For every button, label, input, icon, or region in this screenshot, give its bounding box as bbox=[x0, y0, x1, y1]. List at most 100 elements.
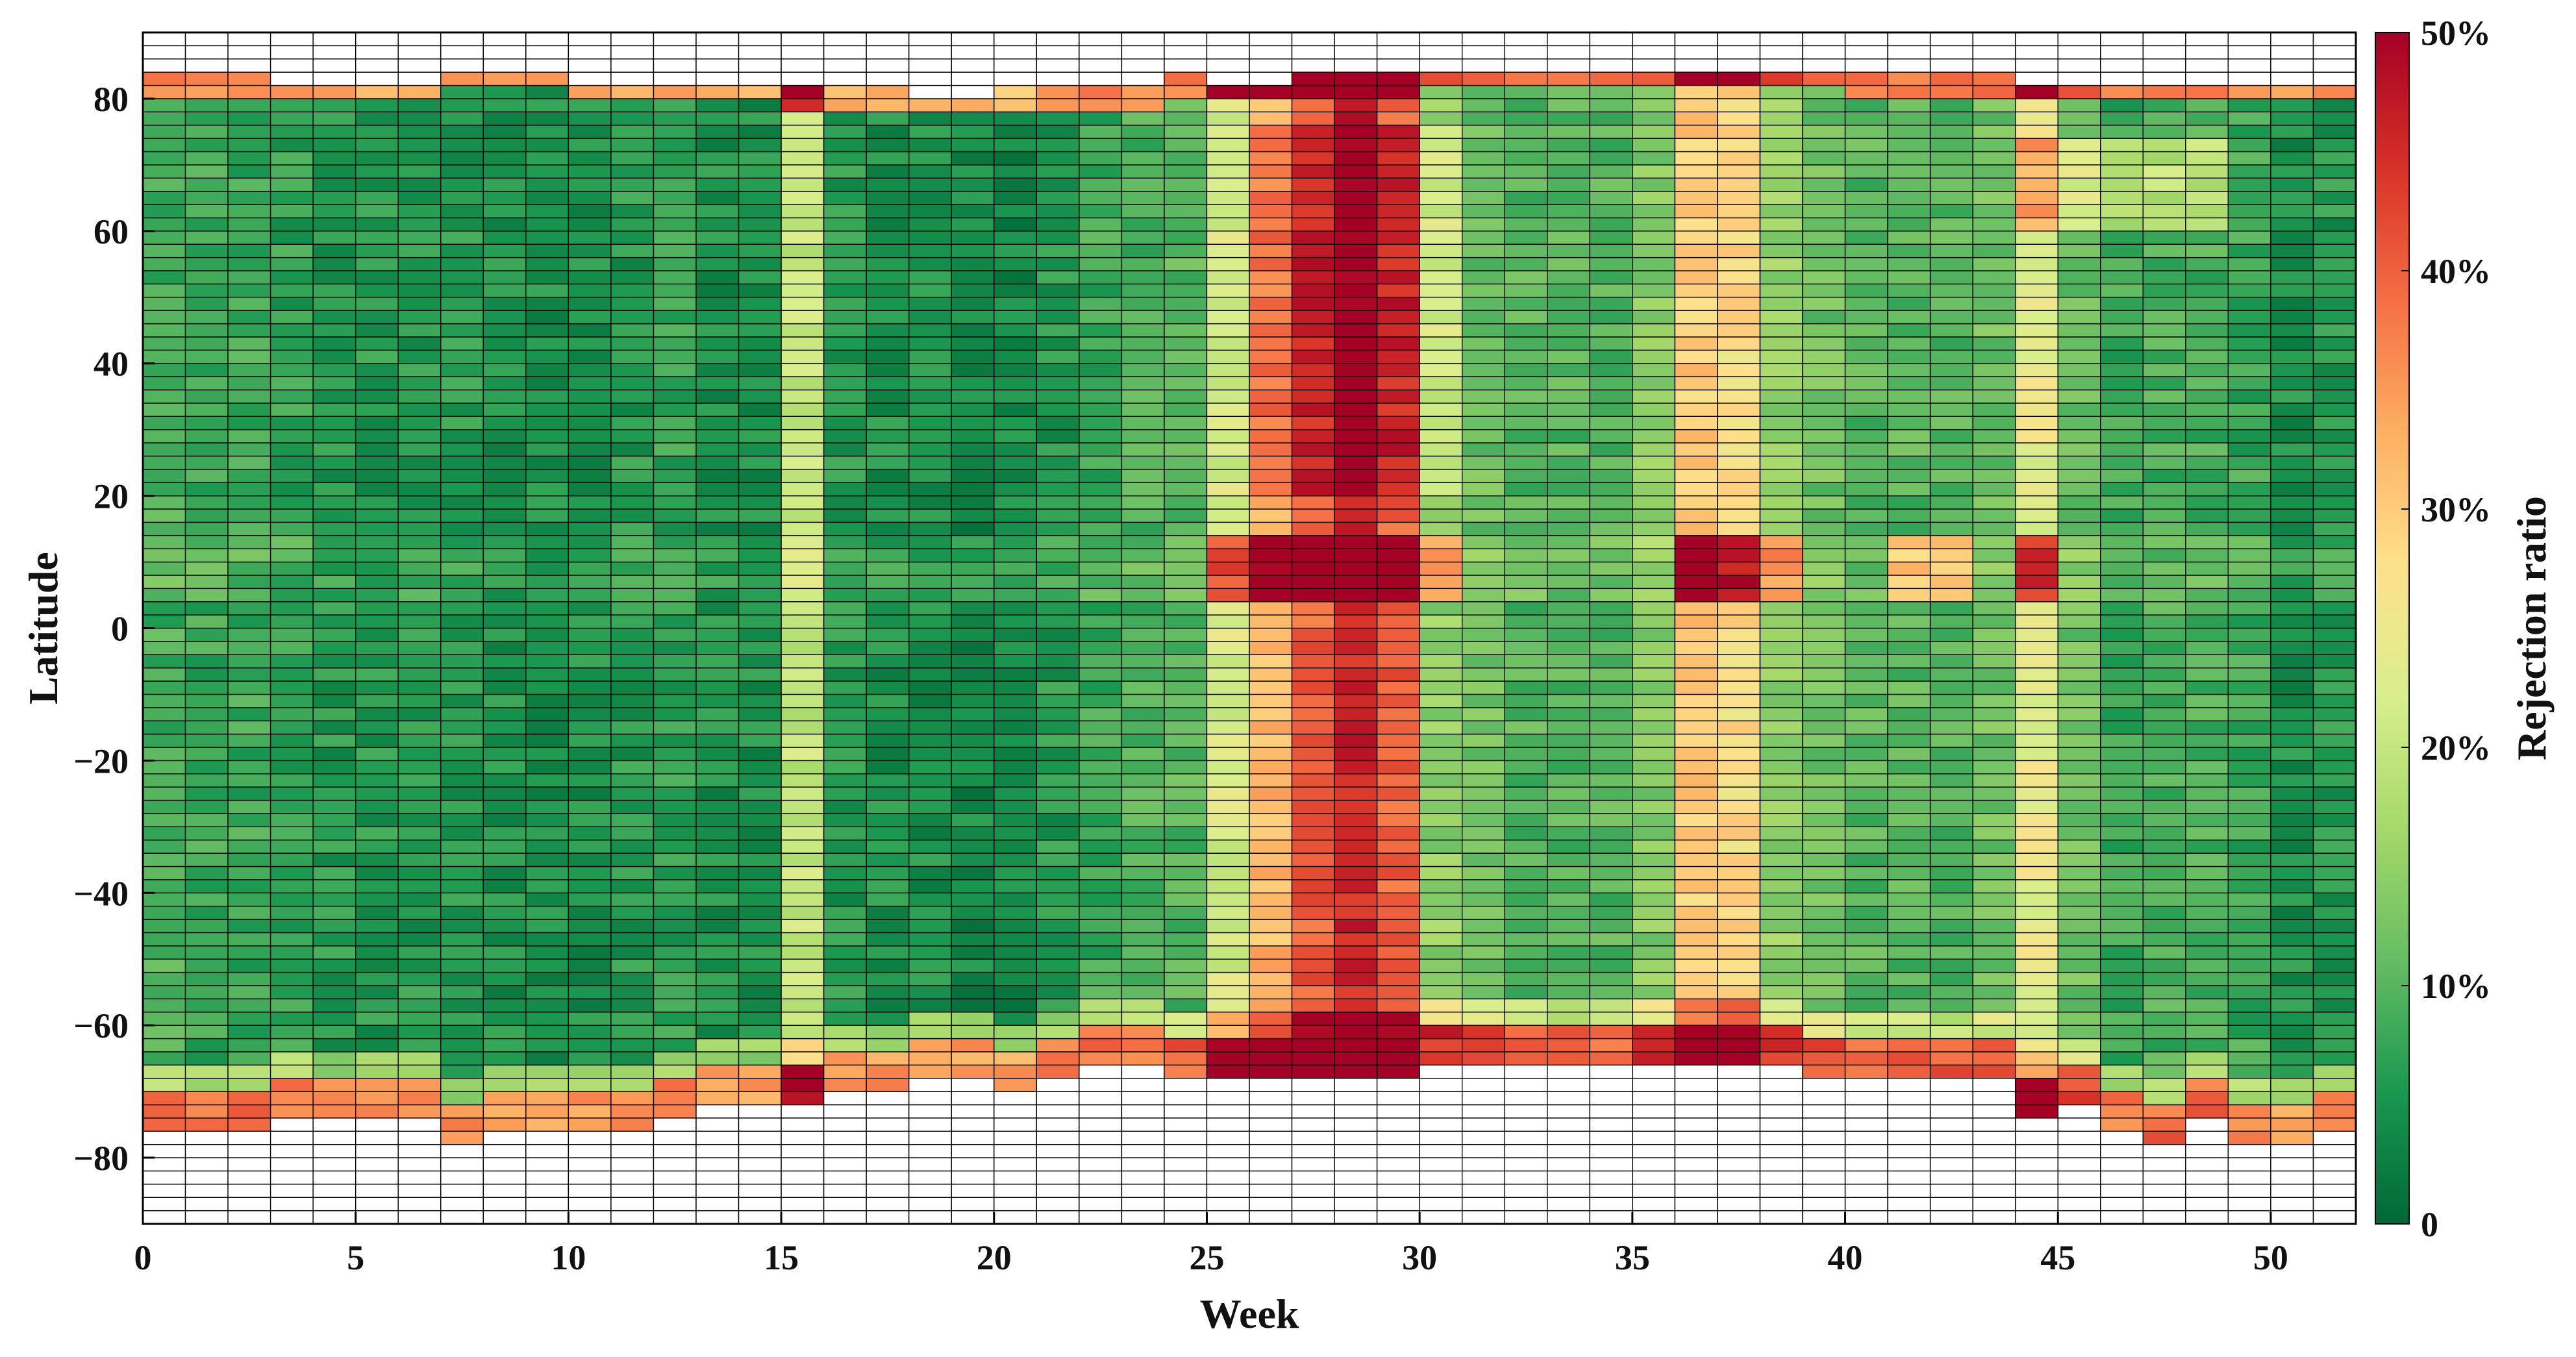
heatmap-cell bbox=[142, 310, 186, 325]
heatmap-cell bbox=[695, 932, 740, 947]
heatmap-cell bbox=[1547, 32, 1591, 47]
heatmap-cell bbox=[1674, 429, 1718, 443]
x-axis: 0 5 10 15 20 25 30 35 40 45 50 bbox=[134, 1212, 2288, 1277]
heatmap-cell bbox=[355, 773, 399, 788]
heatmap-cell bbox=[1929, 733, 1973, 748]
heatmap-cell bbox=[1334, 230, 1378, 245]
heatmap-cell bbox=[312, 111, 356, 126]
heatmap-cell bbox=[525, 601, 569, 616]
heatmap-cell bbox=[994, 217, 1038, 232]
heatmap-cell bbox=[866, 1038, 910, 1052]
heatmap-cell bbox=[1206, 1117, 1250, 1132]
heatmap-cell bbox=[1674, 945, 1718, 960]
heatmap-cell bbox=[482, 733, 527, 748]
heatmap-cell bbox=[1589, 840, 1633, 854]
heatmap-cell bbox=[1334, 892, 1378, 907]
heatmap-cell bbox=[1334, 521, 1378, 536]
heatmap-cell bbox=[525, 125, 569, 139]
heatmap-cell bbox=[1164, 45, 1208, 60]
heatmap-cell bbox=[1249, 177, 1293, 192]
heatmap-cell bbox=[2185, 230, 2229, 245]
heatmap-cell bbox=[2057, 164, 2101, 179]
heatmap-cell bbox=[1419, 945, 1463, 960]
heatmap-cell bbox=[1376, 1038, 1420, 1052]
heatmap-cell bbox=[312, 786, 356, 801]
heatmap-cell bbox=[1249, 310, 1293, 325]
heatmap-cell bbox=[2312, 985, 2357, 1000]
heatmap-cell bbox=[2185, 429, 2229, 443]
heatmap-cell bbox=[1164, 879, 1208, 893]
heatmap-cell bbox=[1844, 349, 1888, 364]
heatmap-cell bbox=[1972, 349, 2016, 364]
heatmap-cell bbox=[1461, 1130, 1505, 1145]
heatmap-cell bbox=[1589, 1104, 1633, 1119]
heatmap-cell bbox=[1547, 892, 1591, 907]
heatmap-cell bbox=[440, 469, 484, 483]
heatmap-cell bbox=[1164, 1130, 1208, 1145]
heatmap-cell bbox=[2057, 217, 2101, 232]
heatmap-cell bbox=[1036, 1104, 1080, 1119]
heatmap-cell bbox=[1121, 733, 1165, 748]
heatmap-cell bbox=[184, 98, 229, 113]
heatmap-cell bbox=[2100, 217, 2144, 232]
heatmap-cell bbox=[1249, 230, 1293, 245]
heatmap-cell bbox=[1929, 905, 1973, 920]
heatmap-cell bbox=[1632, 985, 1676, 1000]
heatmap-cell bbox=[1376, 190, 1420, 205]
heatmap-cell bbox=[2142, 403, 2186, 417]
heatmap-cell bbox=[1802, 45, 1846, 60]
heatmap-cell bbox=[269, 561, 314, 576]
heatmap-cell bbox=[184, 521, 229, 536]
heatmap-cell bbox=[2185, 270, 2229, 285]
heatmap-cell bbox=[823, 1197, 867, 1212]
heatmap-cell bbox=[1674, 125, 1718, 139]
heatmap-cell bbox=[355, 720, 399, 735]
heatmap-cell bbox=[1674, 1012, 1718, 1026]
heatmap-cell bbox=[184, 58, 229, 73]
heatmap-cell bbox=[781, 1051, 825, 1066]
heatmap-cell bbox=[269, 363, 314, 377]
heatmap-cell bbox=[738, 1197, 782, 1212]
heatmap-cell bbox=[1206, 733, 1250, 748]
heatmap-cell bbox=[525, 1170, 569, 1185]
heatmap-cell bbox=[1121, 1064, 1165, 1079]
heatmap-cell bbox=[184, 720, 229, 735]
heatmap-cell bbox=[653, 853, 697, 867]
heatmap-cell bbox=[2312, 561, 2357, 576]
heatmap-cell bbox=[781, 707, 825, 721]
heatmap-cell bbox=[1717, 627, 1761, 642]
heatmap-cell bbox=[1079, 403, 1123, 417]
heatmap-cell bbox=[2185, 1117, 2229, 1132]
heatmap-cell bbox=[227, 720, 271, 735]
heatmap-cell bbox=[142, 1143, 186, 1158]
heatmap-cell bbox=[695, 654, 740, 669]
heatmap-cell bbox=[227, 310, 271, 325]
heatmap-cell bbox=[1036, 45, 1080, 60]
heatmap-cell bbox=[695, 1078, 740, 1092]
heatmap-cell bbox=[994, 389, 1038, 404]
heatmap-cell bbox=[1206, 151, 1250, 166]
heatmap-cell bbox=[1036, 1117, 1080, 1132]
heatmap-cell bbox=[440, 561, 484, 576]
heatmap-cell bbox=[2100, 1130, 2144, 1145]
heatmap-cell bbox=[355, 204, 399, 219]
heatmap-cell bbox=[2014, 575, 2058, 590]
heatmap-cell bbox=[951, 164, 995, 179]
heatmap-cell bbox=[1547, 945, 1591, 960]
heatmap-cell bbox=[2142, 58, 2186, 73]
heatmap-cell bbox=[2057, 998, 2101, 1013]
heatmap-cell bbox=[2227, 363, 2271, 377]
heatmap-cell bbox=[695, 905, 740, 920]
heatmap-cell bbox=[1717, 1078, 1761, 1092]
heatmap-cell bbox=[1717, 892, 1761, 907]
heatmap-cell bbox=[738, 230, 782, 245]
heatmap-cell bbox=[355, 71, 399, 86]
heatmap-cell bbox=[1504, 71, 1548, 86]
heatmap-cell bbox=[1802, 627, 1846, 642]
heatmap-cell bbox=[1376, 1170, 1420, 1185]
heatmap-cell bbox=[738, 349, 782, 364]
heatmap-cell bbox=[227, 985, 271, 1000]
heatmap-cell bbox=[269, 349, 314, 364]
heatmap-cell bbox=[1291, 561, 1335, 576]
heatmap-cell bbox=[1674, 32, 1718, 47]
